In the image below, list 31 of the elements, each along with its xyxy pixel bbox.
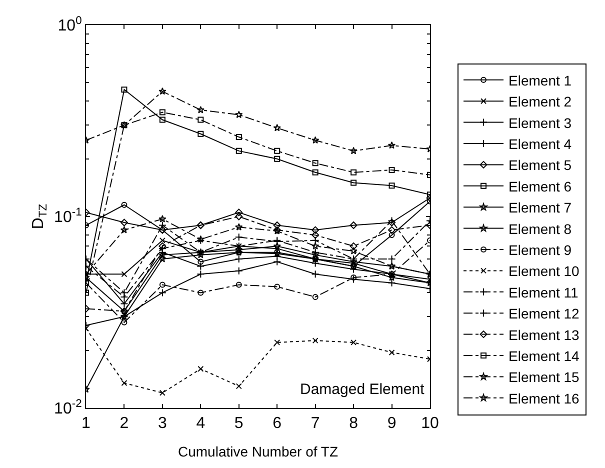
legend-label: Element 3: [508, 114, 572, 131]
x-axis-title: Cumulative Number of TZ: [178, 444, 338, 460]
legend-label: Element 12: [508, 306, 580, 322]
legend-label: Element 16: [508, 390, 580, 406]
legend-label: Element 15: [508, 369, 580, 386]
legend-label: Element 8: [508, 220, 572, 237]
legend-label: Element 1: [508, 72, 572, 88]
x-tick-label: 4: [196, 415, 206, 432]
x-tick-label: 7: [310, 415, 320, 432]
legend-label: Element 9: [508, 242, 572, 258]
y-tick-label: 10$^{-1}$: [54, 206, 82, 226]
legend-label: Element 4: [508, 136, 572, 152]
x-tick-label: 5: [234, 415, 244, 432]
legend-label: Element 10: [508, 263, 580, 280]
x-tick-label: 9: [387, 415, 396, 432]
x-tick-label: 8: [349, 415, 358, 432]
y-tick-label: 10$^{-2}$: [54, 398, 82, 418]
legend-label: Element 2: [508, 94, 572, 110]
x-tick-label: 10: [421, 415, 439, 432]
legend-label: Element 6: [508, 178, 572, 194]
x-tick-label: 2: [120, 415, 129, 432]
x-tick-label: 6: [272, 415, 282, 432]
legend-label: Element 5: [508, 157, 572, 174]
x-tick-label: 3: [158, 415, 167, 432]
legend-label: Element 11: [508, 284, 579, 300]
x-tick-label: 1: [82, 415, 91, 432]
y-tick-label: 10$^{0}$: [58, 14, 82, 35]
legend-label: Element 14: [508, 348, 580, 364]
legend-label: Element 13: [508, 326, 580, 343]
legend-label: Element 7: [508, 200, 572, 216]
annotation: Damaged Element: [300, 381, 426, 398]
